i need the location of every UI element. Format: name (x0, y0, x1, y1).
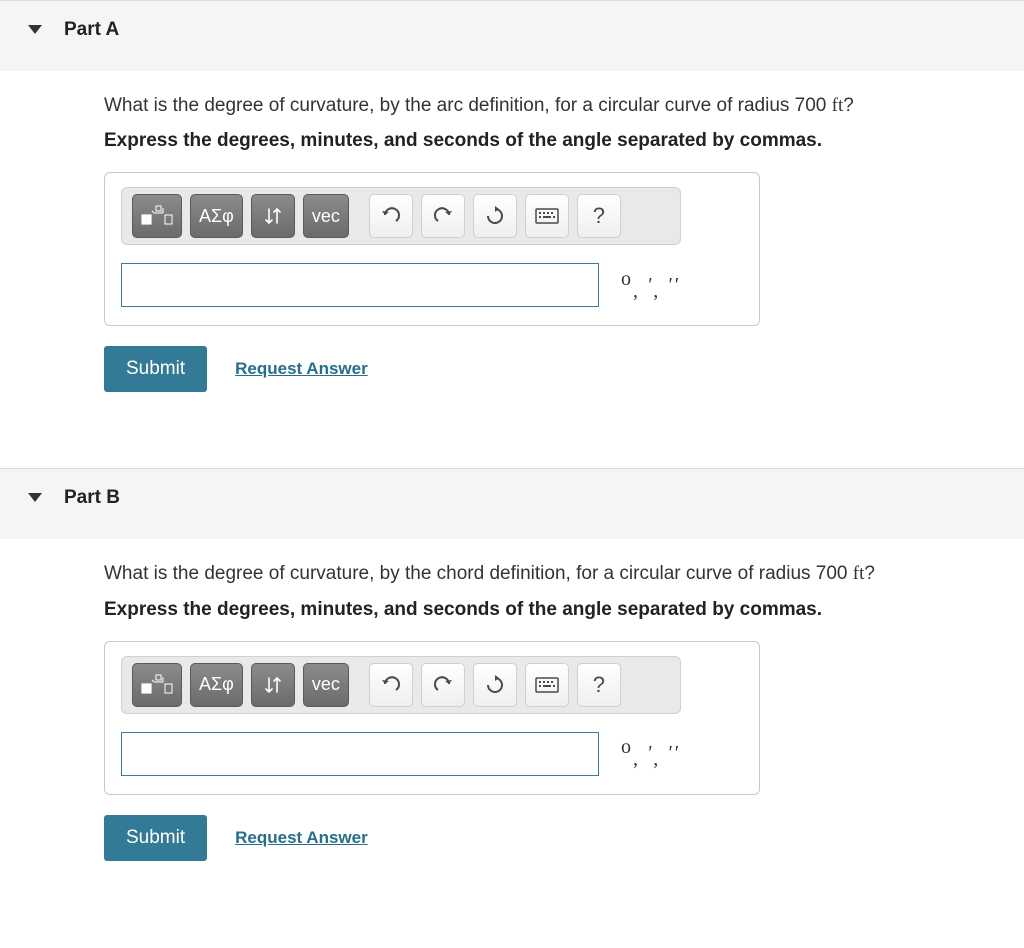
part-b-prompt-qmark: ? (864, 563, 875, 584)
help-button[interactable]: ? (577, 194, 621, 238)
reset-icon (485, 206, 505, 226)
greek-symbols-button[interactable]: ΑΣφ (190, 663, 243, 707)
redo-icon (433, 207, 453, 225)
caret-down-icon (28, 493, 42, 502)
submit-label: Submit (126, 358, 185, 379)
reset-button[interactable] (473, 663, 517, 707)
part-b-prompt-unit: ft (853, 563, 865, 584)
part-a-answer-input[interactable] (121, 263, 599, 307)
vec-label: vec (312, 206, 340, 227)
sub-sup-icon (264, 675, 282, 695)
redo-button[interactable] (421, 663, 465, 707)
part-a-header[interactable]: Part A (0, 1, 1024, 71)
math-templates-icon (141, 674, 173, 696)
undo-icon (381, 676, 401, 694)
vec-button[interactable]: vec (303, 194, 349, 238)
greek-label: ΑΣφ (199, 206, 234, 227)
undo-button[interactable] (369, 194, 413, 238)
part-b-toolbar: ΑΣφ vec (121, 656, 681, 714)
part-b-header[interactable]: Part B (0, 469, 1024, 539)
reset-icon (485, 675, 505, 695)
greek-label: ΑΣφ (199, 674, 234, 695)
part-a-submit-button[interactable]: Submit (104, 346, 207, 392)
part-b-title: Part B (64, 487, 120, 509)
request-answer-label: Request Answer (235, 828, 368, 847)
part-a: Part A What is the degree of curvature, … (0, 0, 1024, 426)
part-b-answer-box: ΑΣφ vec (104, 641, 760, 795)
part-a-prompt: What is the degree of curvature, by the … (104, 91, 996, 120)
part-a-instruction: Express the degrees, minutes, and second… (104, 130, 996, 152)
request-answer-label: Request Answer (235, 359, 368, 378)
redo-icon (433, 676, 453, 694)
sub-sup-icon (264, 206, 282, 226)
part-a-prompt-unit: ft (832, 95, 844, 116)
part-b-instruction: Express the degrees, minutes, and second… (104, 599, 996, 621)
part-b-units-label: o, ', '' (621, 742, 680, 765)
undo-button[interactable] (369, 663, 413, 707)
templates-button[interactable] (132, 663, 182, 707)
part-a-answer-box: ΑΣφ vec (104, 172, 760, 326)
keyboard-button[interactable] (525, 663, 569, 707)
sub-sup-button[interactable] (251, 194, 295, 238)
help-button[interactable]: ? (577, 663, 621, 707)
sub-sup-button[interactable] (251, 663, 295, 707)
part-a-toolbar: ΑΣφ vec (121, 187, 681, 245)
part-b-submit-button[interactable]: Submit (104, 815, 207, 861)
vec-label: vec (312, 674, 340, 695)
part-b-request-answer-link[interactable]: Request Answer (235, 828, 368, 848)
undo-icon (381, 207, 401, 225)
caret-down-icon (28, 25, 42, 34)
keyboard-button[interactable] (525, 194, 569, 238)
math-templates-icon (141, 205, 173, 227)
part-b-prompt: What is the degree of curvature, by the … (104, 559, 996, 588)
part-a-units-label: o, ', '' (621, 274, 680, 297)
reset-button[interactable] (473, 194, 517, 238)
part-b-answer-input[interactable] (121, 732, 599, 776)
part-a-title: Part A (64, 19, 119, 41)
part-a-request-answer-link[interactable]: Request Answer (235, 359, 368, 379)
submit-label: Submit (126, 827, 185, 848)
part-a-prompt-qmark: ? (843, 95, 854, 116)
keyboard-icon (535, 677, 559, 693)
redo-button[interactable] (421, 194, 465, 238)
greek-symbols-button[interactable]: ΑΣφ (190, 194, 243, 238)
templates-button[interactable] (132, 194, 182, 238)
part-a-prompt-text: What is the degree of curvature, by the … (104, 95, 832, 116)
keyboard-icon (535, 208, 559, 224)
vec-button[interactable]: vec (303, 663, 349, 707)
part-b-prompt-text: What is the degree of curvature, by the … (104, 563, 853, 584)
part-b: Part B What is the degree of curvature, … (0, 468, 1024, 894)
